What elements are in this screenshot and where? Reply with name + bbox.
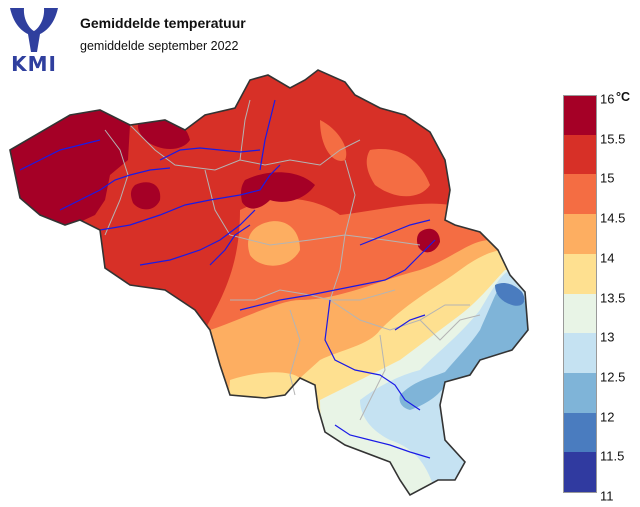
legend-label: 14.5 (600, 210, 626, 226)
legend-label: 16 (600, 91, 615, 107)
legend-bin (563, 214, 596, 255)
legend-label: 11.5 (600, 448, 625, 464)
legend-unit: °C (616, 90, 631, 104)
legend-label: 14 (600, 250, 615, 266)
temperature-fill (10, 70, 528, 495)
legend-label: 13.5 (600, 290, 626, 305)
legend-label: 12 (600, 409, 615, 425)
logo-text: KMI (11, 52, 57, 76)
legend-frame (563, 95, 597, 493)
color-legend (563, 95, 596, 493)
legend-label: 15 (600, 170, 615, 186)
legend-bin (563, 372, 596, 414)
legend-bin (563, 452, 596, 493)
belgium-border (9, 69, 529, 497)
legend-bin (563, 412, 596, 453)
legend-bin (563, 333, 596, 374)
legend-bin (563, 253, 596, 294)
legend-label: 12.5 (600, 369, 626, 385)
legend-bin (563, 293, 596, 334)
legend-label: 11 (600, 488, 614, 504)
map-subtitle: gemiddelde september 2022 (80, 39, 239, 53)
legend-label: 13 (600, 329, 615, 345)
kmi-logo: KMI (6, 6, 62, 76)
map-title: Gemiddelde temperatuur (80, 15, 246, 31)
legend-bin (563, 134, 596, 175)
rivers (19, 99, 436, 459)
temperature-map (9, 69, 529, 497)
legend-bin (563, 174, 596, 215)
legend-bin (563, 95, 596, 136)
legend-label: 15.5 (600, 131, 626, 147)
